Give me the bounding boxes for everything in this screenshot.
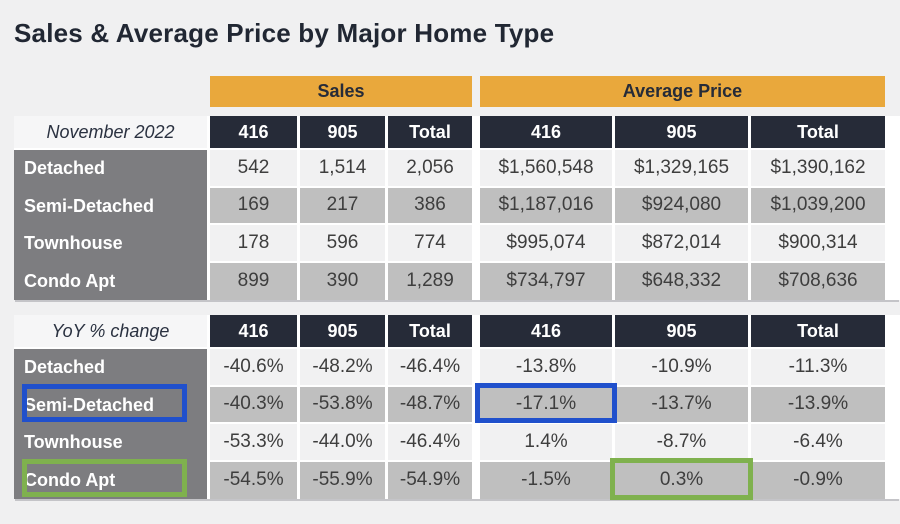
data-cell: -8.7% xyxy=(615,424,748,462)
data-cell: -1.5% xyxy=(480,461,612,499)
data-cell: -44.0% xyxy=(300,424,385,462)
sales-group-header: Sales xyxy=(210,76,472,107)
row-label: Semi-Detached xyxy=(14,383,207,425)
data-cell: $900,314 xyxy=(751,225,885,263)
data-cell: $872,014 xyxy=(615,225,748,263)
period-label: YoY % change xyxy=(14,315,207,349)
row-label: Detached xyxy=(24,357,106,378)
data-cell: 2,056 xyxy=(388,150,472,188)
col-header-sales-total: Total xyxy=(388,315,472,349)
data-cell: -54.5% xyxy=(210,461,297,499)
data-cell: -53.3% xyxy=(210,424,297,462)
col-header-sales-416: 416 xyxy=(210,315,297,349)
november-2022-table: November 2022 416 905 Total 416 905 Tota… xyxy=(14,116,900,300)
data-cell: 1,514 xyxy=(300,150,385,188)
col-header-price-416: 416 xyxy=(480,116,612,150)
data-cell: 774 xyxy=(388,225,472,263)
data-cell: $648,332 xyxy=(615,262,748,300)
data-cell: -46.4% xyxy=(388,349,472,387)
data-cell: 1.4% xyxy=(480,424,612,462)
data-cell: 386 xyxy=(388,187,472,225)
row-labels: Detached Semi-Detached Townhouse Condo A… xyxy=(14,349,207,499)
row-label: Condo Apt xyxy=(24,270,116,291)
col-header-sales-416: 416 xyxy=(210,116,297,150)
col-header-price-total: Total xyxy=(751,116,885,150)
data-cell: -48.2% xyxy=(300,349,385,387)
average-price-group-header: Average Price xyxy=(480,76,885,107)
data-cell: -17.1% xyxy=(475,382,617,424)
page-title: Sales & Average Price by Major Home Type xyxy=(14,18,555,48)
row-labels: Detached Semi-Detached Townhouse Condo A… xyxy=(14,150,207,300)
data-cell: -40.6% xyxy=(210,349,297,387)
data-cell: 178 xyxy=(210,225,297,263)
row-label: Townhouse xyxy=(24,233,123,254)
data-cell: 169 xyxy=(210,187,297,225)
data-cell: -13.9% xyxy=(751,386,885,424)
data-cell: $1,390,162 xyxy=(751,150,885,188)
data-cell: -11.3% xyxy=(751,349,885,387)
row-label-text: Condo Apt xyxy=(24,469,116,490)
data-cell: $1,187,016 xyxy=(480,187,612,225)
col-header-price-416: 416 xyxy=(480,315,612,349)
data-cell: 0.3% xyxy=(610,457,753,500)
col-header-sales-905: 905 xyxy=(300,116,385,150)
data-cell: -55.9% xyxy=(300,461,385,499)
data-cell: -0.9% xyxy=(751,461,885,499)
period-label: November 2022 xyxy=(14,116,207,150)
row-label: Semi-Detached xyxy=(24,195,155,216)
row-label: Condo Apt xyxy=(14,458,207,500)
column-group-band: Sales Average Price xyxy=(14,76,900,107)
data-cell: 1,289 xyxy=(388,262,472,300)
data-cell: -40.3% xyxy=(210,386,297,424)
data-cell-text: -17.1% xyxy=(515,393,577,415)
data-cell: $734,797 xyxy=(480,262,612,300)
col-header-sales-905: 905 xyxy=(300,315,385,349)
row-label: Townhouse xyxy=(24,432,123,453)
row-label: Detached xyxy=(24,158,106,179)
row-label-text: Semi-Detached xyxy=(24,394,155,415)
data-cell: $995,074 xyxy=(480,225,612,263)
col-header-price-905: 905 xyxy=(615,315,748,349)
data-cell: $1,560,548 xyxy=(480,150,612,188)
col-header-sales-total: Total xyxy=(388,116,472,150)
yoy-change-table: YoY % change 416 905 Total 416 905 Total… xyxy=(14,315,900,500)
data-cell-text: 0.3% xyxy=(659,469,704,491)
col-header-price-total: Total xyxy=(751,315,885,349)
data-cell: -53.8% xyxy=(300,386,385,424)
col-header-price-905: 905 xyxy=(615,116,748,150)
data-cell: $708,636 xyxy=(751,262,885,300)
data-cell: -54.9% xyxy=(388,461,472,499)
data-cell: -13.7% xyxy=(615,386,748,424)
data-cell: -48.7% xyxy=(388,386,472,424)
data-cell: 899 xyxy=(210,262,297,300)
data-cell: $1,039,200 xyxy=(751,187,885,225)
data-cell: -6.4% xyxy=(751,424,885,462)
data-cell: -13.8% xyxy=(480,349,612,387)
data-cell: $1,329,165 xyxy=(615,150,748,188)
data-cell: -10.9% xyxy=(615,349,748,387)
data-cell: 390 xyxy=(300,262,385,300)
data-cell: $924,080 xyxy=(615,187,748,225)
data-cell: 596 xyxy=(300,225,385,263)
data-cell: -46.4% xyxy=(388,424,472,462)
data-cell: 217 xyxy=(300,187,385,225)
data-cell: 542 xyxy=(210,150,297,188)
